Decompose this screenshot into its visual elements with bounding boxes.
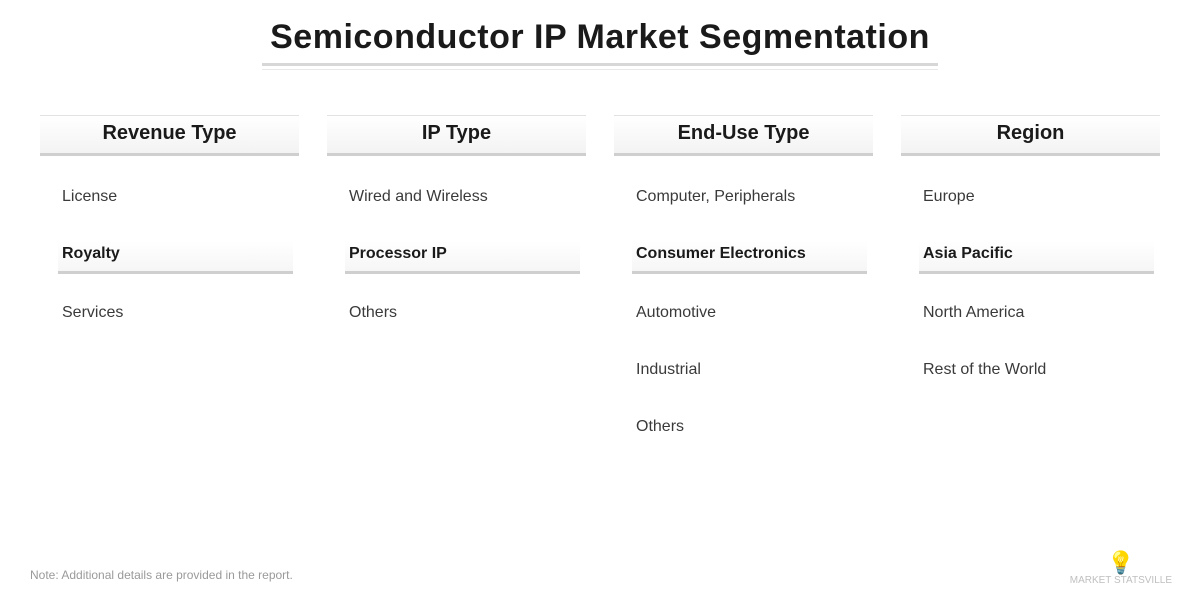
segmentation-item: Consumer Electronics [632,241,867,274]
column-header: Revenue Type [40,116,299,156]
segmentation-column: IP Type Wired and Wireless Processor IP Oth… [327,116,586,471]
segmentation-columns: Revenue Type License Royalty Services IP Typ… [30,116,1170,471]
segmentation-item: Services [58,300,293,331]
segmentation-column: End-Use Type Computer, Peripherals Consume… [614,116,873,471]
segmentation-item: Europe [919,184,1154,215]
bulb-icon: 💡 [1070,552,1172,574]
segmentation-column: Revenue Type License Royalty Services [40,116,299,471]
segmentation-item: Industrial [632,357,867,388]
column-header: End-Use Type [614,116,873,156]
segmentation-item: License [58,184,293,215]
segmentation-item: Rest of the World [919,357,1154,388]
segmentation-item: Wired and Wireless [345,184,580,215]
segmentation-item: Processor IP [345,241,580,274]
column-header: Region [901,116,1160,156]
segmentation-item: Asia Pacific [919,241,1154,274]
column-header: IP Type [327,116,586,156]
segmentation-item: North America [919,300,1154,331]
brand-logo-text: MARKET STATSVILLE [1070,575,1172,586]
page-title: Semiconductor IP Market Segmentation [262,18,938,66]
footer-note: Note: Additional details are provided in… [30,568,293,582]
segmentation-item: Royalty [58,241,293,274]
segmentation-item: Automotive [632,300,867,331]
segmentation-column: Region Europe Asia Pacific North America Res… [901,116,1160,471]
segmentation-item: Others [632,414,867,445]
segmentation-item: Computer, Peripherals [632,184,867,215]
brand-logo: 💡 MARKET STATSVILLE [1070,552,1172,586]
segmentation-item: Others [345,300,580,331]
